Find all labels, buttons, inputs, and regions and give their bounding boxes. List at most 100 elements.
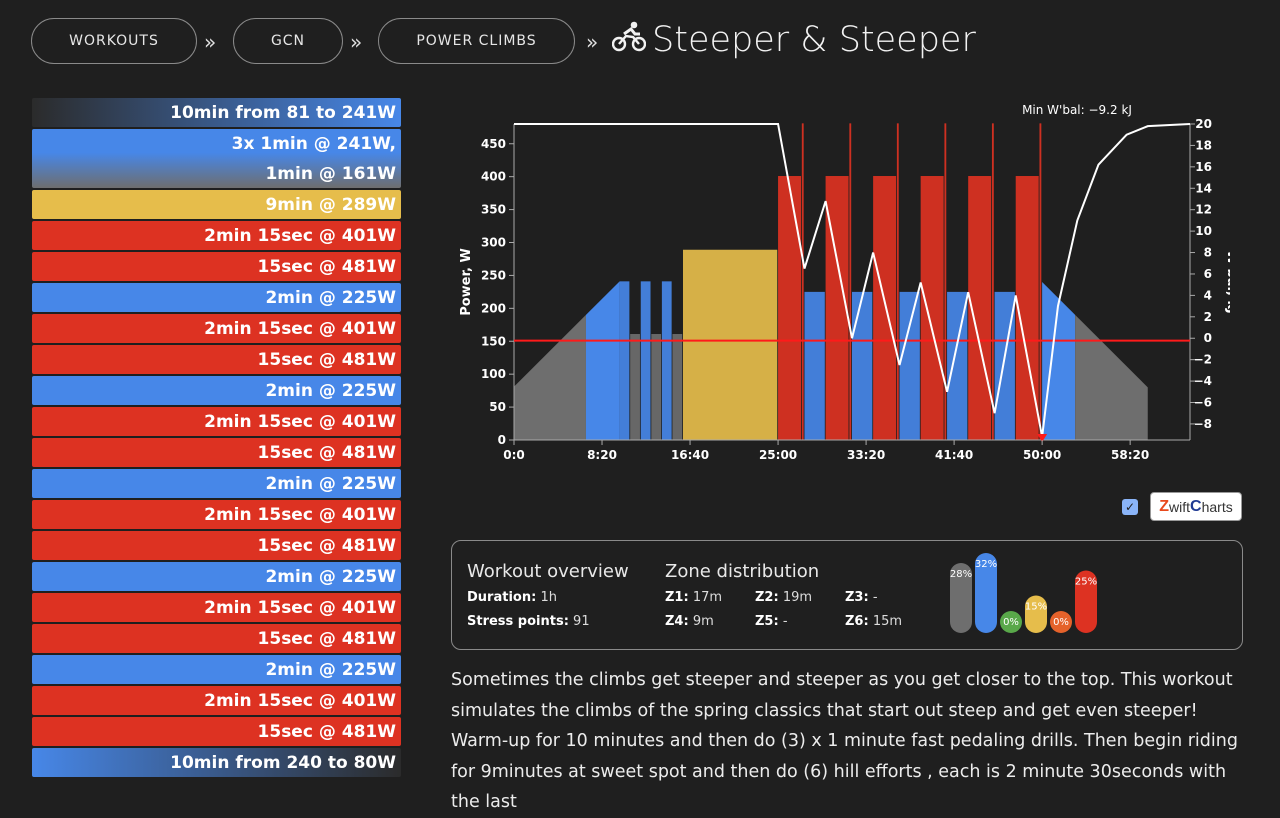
power-segment <box>852 291 873 440</box>
workout-description: Sometimes the climbs get steeper and ste… <box>451 670 1238 812</box>
interval-bar[interactable]: 9min @ 289W <box>32 190 401 219</box>
power-segment <box>825 176 849 440</box>
power-segment <box>947 291 968 440</box>
breadcrumb-power-climbs[interactable]: POWER CLIMBS <box>378 18 575 64</box>
y2-tick-label: 12 <box>1195 203 1212 217</box>
power-segment <box>1015 176 1039 440</box>
power-segment <box>896 123 899 440</box>
interval-label: 2min @ 225W <box>265 659 396 680</box>
y-tick-label: 250 <box>481 268 506 282</box>
interval-bar[interactable]: 2min 15sec @ 401W <box>32 593 401 622</box>
cyclist-icon <box>611 20 647 61</box>
interval-bar[interactable]: 15sec @ 481W <box>32 345 401 374</box>
zone-pill <box>975 553 997 633</box>
y2-tick-label: 0 <box>1204 331 1212 345</box>
page-title: Steeper & Steeper <box>611 16 976 64</box>
interval-bar[interactable]: 15sec @ 481W <box>32 252 401 281</box>
x-tick-label: 50:00 <box>1023 448 1061 462</box>
zone-value: 19m <box>782 590 813 605</box>
interval-label: 2min @ 225W <box>265 566 396 587</box>
x-tick-label: 33:20 <box>847 448 885 462</box>
x-tick-label: 8:20 <box>587 448 617 462</box>
interval-bar[interactable]: 2min @ 225W <box>32 655 401 684</box>
power-segment <box>920 176 944 440</box>
zone-value: 15m <box>872 614 903 629</box>
y2-tick-label: 14 <box>1195 181 1212 195</box>
breadcrumb-separator: » <box>204 30 217 54</box>
zone-label: Z2: <box>755 590 779 605</box>
interval-label: 2min 15sec @ 401W <box>204 597 396 618</box>
zwiftcharts-toggle-checkbox[interactable]: ✓ <box>1122 499 1138 515</box>
power-segment <box>514 314 586 440</box>
interval-bar[interactable]: 2min @ 225W <box>32 283 401 312</box>
zone-pill <box>950 563 972 633</box>
zone-label: Z4: <box>665 614 689 629</box>
zone-value: 17m <box>692 590 723 605</box>
power-segment <box>804 291 825 440</box>
interval-bar[interactable]: 3x 1min @ 241W, 1min @ 161W <box>32 129 401 188</box>
breadcrumb-gcn[interactable]: GCN <box>233 18 343 64</box>
interval-bar[interactable]: 2min @ 225W <box>32 376 401 405</box>
zone-entry: Z1: 17m <box>665 590 722 605</box>
y2-tick-label: 8 <box>1204 246 1212 260</box>
interval-label: 9min @ 289W <box>265 194 396 215</box>
interval-label: 2min @ 225W <box>265 287 396 308</box>
power-segment <box>899 291 920 440</box>
interval-label: 2min 15sec @ 401W <box>204 225 396 246</box>
interval-bar[interactable]: 10min from 240 to 80W <box>32 748 401 777</box>
interval-label: 15sec @ 481W <box>257 535 396 556</box>
interval-bar[interactable]: 2min 15sec @ 401W <box>32 686 401 715</box>
min-wbal-marker <box>1037 434 1048 442</box>
zone-label: Z3: <box>845 590 869 605</box>
power-segment <box>630 334 640 440</box>
interval-bar[interactable]: 2min 15sec @ 401W <box>32 407 401 436</box>
interval-bar[interactable]: 2min 15sec @ 401W <box>32 500 401 529</box>
y2-tick-label: 16 <box>1195 160 1212 174</box>
y2-tick-label: 4 <box>1204 288 1212 302</box>
zone-pill-label: 0% <box>1003 617 1019 628</box>
y-tick-label: 50 <box>489 400 506 414</box>
interval-bar[interactable]: 15sec @ 481W <box>32 717 401 746</box>
y2-tick-label: −8 <box>1194 417 1212 431</box>
interval-bar[interactable]: 15sec @ 481W <box>32 438 401 467</box>
interval-bar[interactable]: 2min 15sec @ 401W <box>32 221 401 250</box>
x-tick-label: 58:20 <box>1111 448 1149 462</box>
stress-row: Stress points: 91 <box>467 614 590 629</box>
stress-value: 91 <box>573 614 590 629</box>
zone-entry: Z3: - <box>845 590 878 605</box>
power-segment <box>1042 282 1076 440</box>
interval-label: 15sec @ 481W <box>257 256 396 277</box>
interval-bar[interactable]: 10min from 81 to 241W <box>32 98 401 127</box>
interval-bar[interactable]: 15sec @ 481W <box>32 624 401 653</box>
y-tick-label: 150 <box>481 334 506 348</box>
y2-tick-label: 2 <box>1204 310 1212 324</box>
zone-pill <box>1000 611 1022 633</box>
zone-pill <box>1050 611 1072 633</box>
workout-title: Steeper & Steeper <box>652 20 976 60</box>
zone-value: - <box>872 590 878 605</box>
interval-bar[interactable]: 2min @ 225W <box>32 562 401 591</box>
zone-label: Z1: <box>665 590 689 605</box>
duration-row: Duration: 1h <box>467 590 557 605</box>
zone-pill <box>1025 595 1047 633</box>
zone-entry: Z6: 15m <box>845 614 902 629</box>
breadcrumb-workouts[interactable]: WORKOUTS <box>31 18 197 64</box>
duration-label: Duration: <box>467 590 537 605</box>
interval-label: 15sec @ 481W <box>257 628 396 649</box>
interval-list: 10min from 81 to 241W 3x 1min @ 241W, 1min… <box>32 98 401 779</box>
interval-label: 2min 15sec @ 401W <box>204 690 396 711</box>
power-segment <box>944 123 947 440</box>
interval-bar[interactable]: 2min @ 225W <box>32 469 401 498</box>
interval-bar[interactable]: 15sec @ 481W <box>32 531 401 560</box>
power-segment <box>991 123 994 440</box>
y2-tick-label: −6 <box>1194 396 1212 410</box>
y2-tick-label: 20 <box>1195 117 1212 131</box>
power-segment <box>1075 314 1148 440</box>
y-tick-label: 300 <box>481 236 506 250</box>
zone-pill-label: 32% <box>975 559 997 570</box>
workout-overview-panel: Workout overview Duration: 1h Stress poi… <box>451 540 1243 650</box>
interval-bar[interactable]: 2min 15sec @ 401W <box>32 314 401 343</box>
y2-tick-label: 10 <box>1195 224 1212 238</box>
wbal-line <box>514 123 1191 437</box>
